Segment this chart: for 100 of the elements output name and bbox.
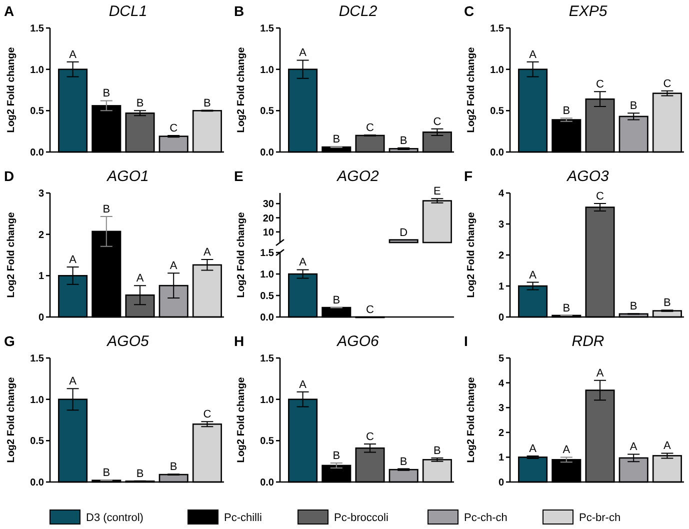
y-axis-title: Log2 Fold change (236, 212, 247, 298)
y-tick-label: 0.0 (260, 312, 274, 324)
legend-label: Pc-br-ch (579, 512, 621, 524)
data-label: C (366, 304, 374, 316)
data-label: A (596, 367, 604, 380)
y-tick-label: 1.5 (260, 24, 274, 34)
data-label: C (366, 430, 374, 443)
y-tick-label: 30 (262, 199, 274, 210)
data-label: B (664, 297, 671, 310)
data-label: A (299, 47, 308, 60)
y-tick-label: 3 (498, 220, 504, 230)
y-axis-title: Log2 Fold change (466, 212, 477, 298)
data-label: B (102, 88, 110, 100)
y-tick-label: 1.5 (30, 24, 44, 34)
data-label: A (529, 442, 538, 455)
text: E (234, 168, 244, 184)
y-axis-title: Log2 Fold change (466, 46, 477, 133)
legend-label: Pc-chilli (224, 512, 262, 524)
data-label: A (69, 254, 78, 266)
y-tick-label: 0.5 (30, 436, 44, 448)
data-label: A (664, 440, 672, 452)
data-label: A (562, 444, 571, 456)
y-tick-label: 3 (498, 403, 504, 414)
data-label: A (299, 256, 308, 269)
data-label: A (529, 48, 538, 61)
data-label: A (299, 378, 308, 391)
text: G (4, 333, 15, 349)
y-tick-label: 0.5 (490, 106, 504, 118)
data-label: D (400, 226, 408, 239)
chart-title: EXP5 (568, 3, 608, 20)
data-label: A (529, 269, 538, 282)
data-label: B (400, 456, 408, 468)
y-tick-label: 1.0 (490, 64, 504, 76)
y-tick-label: 10 (262, 227, 274, 238)
data-label: C (433, 116, 442, 128)
y-axis-title: Log2 Fold change (6, 212, 17, 298)
data-label: C (596, 190, 604, 203)
data-label: B (332, 294, 340, 306)
y-tick-label: 1 (498, 452, 504, 464)
data-label: B (102, 204, 110, 216)
y-tick-label: 0.5 (260, 106, 274, 118)
data-label: B (204, 97, 211, 110)
data-label: C (170, 122, 178, 134)
legend-label: Pc-ch-ch (464, 512, 508, 524)
data-label: A (630, 441, 638, 454)
y-tick-label: 1.5 (30, 354, 44, 364)
y-tick-label: 1.0 (30, 394, 44, 406)
data-label: B (400, 134, 408, 147)
data-label: B (332, 134, 340, 146)
y-tick-label: 1 (38, 271, 44, 282)
y-tick-label: 1.5 (260, 354, 274, 364)
data-label: C (596, 78, 604, 91)
y-tick-label: 0.0 (490, 148, 504, 158)
y-tick-label: 1.0 (30, 64, 44, 76)
y-axis-title: Log2 Fold change (6, 376, 17, 463)
text: F (464, 168, 473, 184)
y-tick-label: 4 (498, 378, 504, 390)
text: I (464, 333, 468, 349)
y-tick-label: 1.5 (260, 248, 274, 260)
y-axis-title: Log2 Fold change (236, 376, 247, 463)
data-label: B (630, 100, 638, 112)
chart-title: AGO3 (566, 168, 610, 185)
data-label: B (170, 461, 178, 474)
y-tick-label: 2 (498, 428, 504, 439)
y-tick-label: 0.5 (260, 291, 274, 302)
legend-label: D3 (control) (86, 512, 144, 524)
y-tick-label: 20 (262, 213, 274, 224)
y-tick-label: 0 (38, 312, 44, 324)
text: D (4, 168, 14, 184)
data-label: B (136, 98, 144, 110)
data-label: B (630, 300, 638, 313)
data-label: A (204, 246, 212, 259)
data-label: C (663, 78, 672, 90)
data-label: A (69, 48, 78, 61)
text: A (4, 3, 14, 19)
y-tick-label: 0.0 (30, 478, 44, 488)
y-axis-title: Log2 Fold change (466, 376, 477, 463)
y-tick-label: 0 (498, 478, 504, 488)
y-tick-label: 4 (498, 188, 504, 200)
text: B (234, 3, 244, 19)
y-axis-title: Log2 Fold change (6, 46, 17, 133)
y-tick-label: 1.0 (260, 270, 274, 281)
y-tick-label: 3 (38, 188, 44, 200)
chart-title: AGO5 (106, 333, 150, 350)
data-label: B (102, 467, 110, 480)
chart-title: RDR (572, 333, 604, 350)
y-tick-label: 0.0 (260, 148, 274, 158)
y-tick-label: 5 (498, 354, 504, 364)
data-label: B (434, 445, 441, 458)
chart-title: AGO1 (106, 168, 149, 185)
y-axis-title: Log2 Fold change (236, 46, 247, 133)
data-label: A (136, 272, 144, 285)
data-label: B (136, 468, 144, 480)
data-label: B (332, 450, 340, 462)
y-tick-label: 0.5 (30, 106, 44, 118)
data-label: A (170, 260, 178, 272)
chart-title: AGO2 (336, 168, 380, 185)
y-tick-label: 2 (498, 250, 504, 262)
data-label: E (434, 186, 441, 198)
data-label: A (69, 376, 78, 388)
